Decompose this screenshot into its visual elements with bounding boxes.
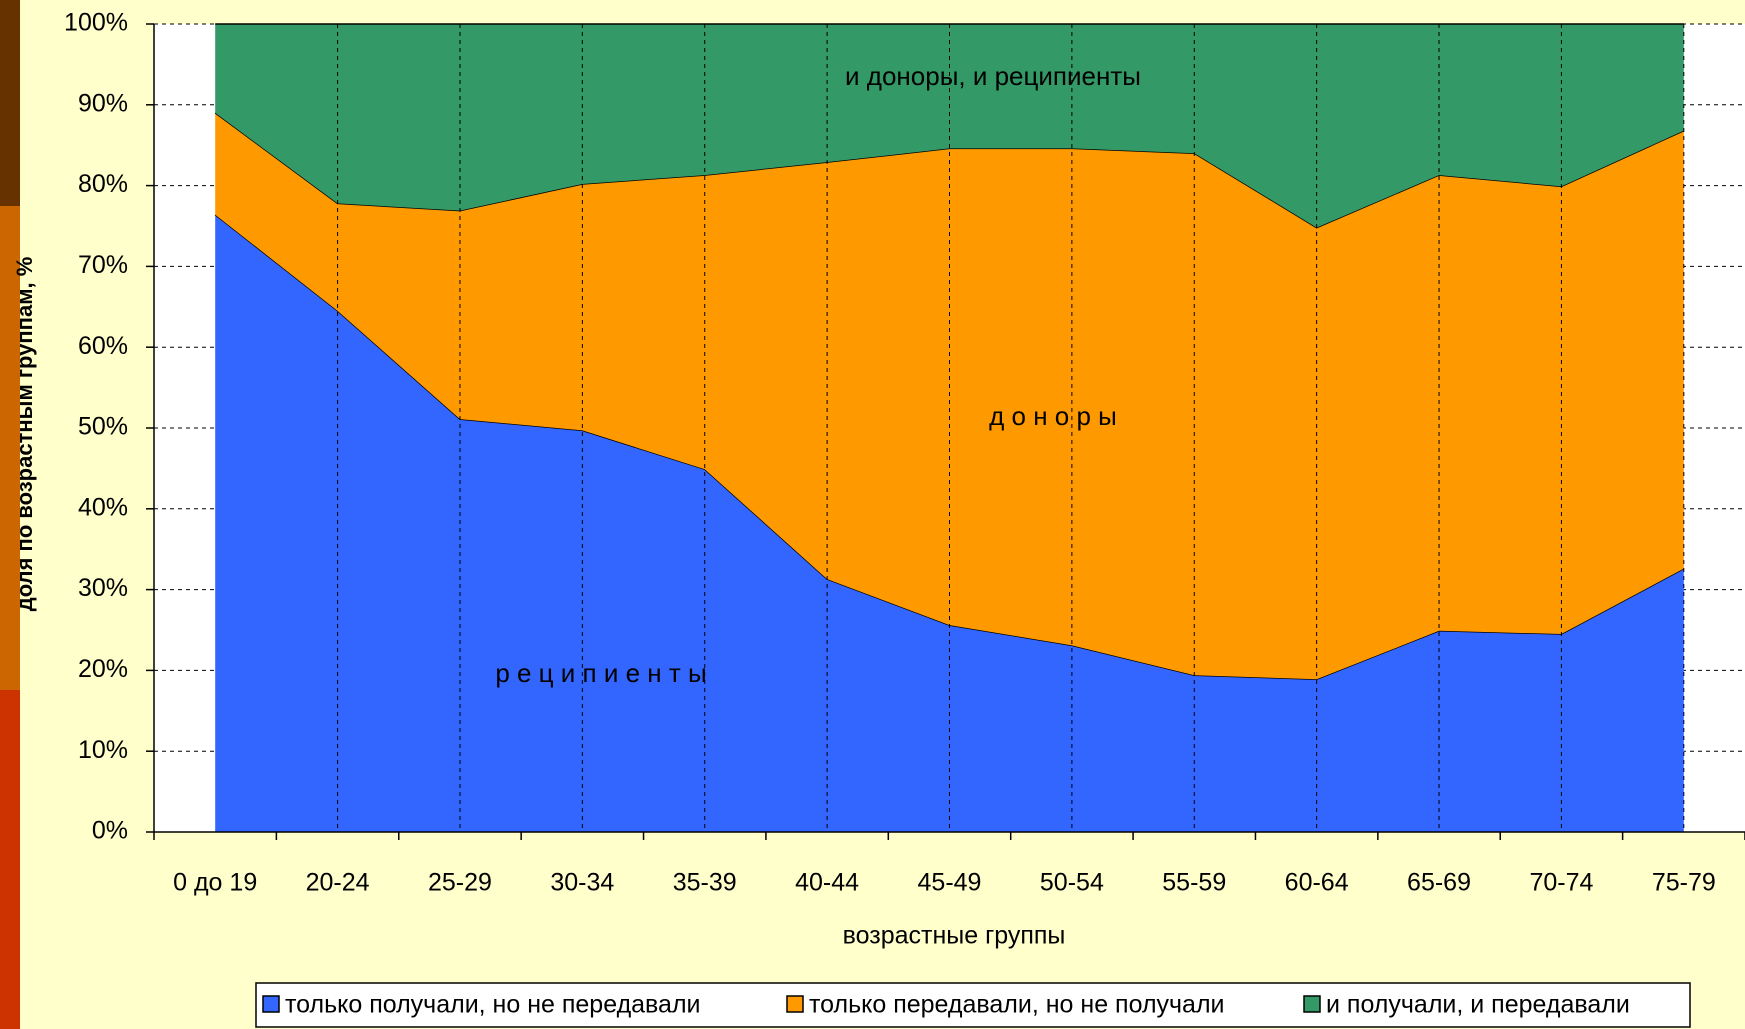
x-tick-label: 0 до 19: [173, 869, 257, 897]
legend-label: только получали, но не передавали: [285, 991, 701, 1019]
x-tick-label: 40-44: [795, 869, 859, 897]
y-tick-label: 50%: [78, 413, 128, 441]
x-tick-label: 20-24: [306, 869, 370, 897]
annotation: р е ц и п и е н т ы: [495, 658, 706, 688]
x-tick-label: 35-39: [673, 869, 737, 897]
strip-top: [0, 0, 20, 206]
y-tick-label: 100%: [64, 9, 128, 37]
y-tick-label: 40%: [78, 493, 128, 521]
x-tick-label: 45-49: [918, 869, 982, 897]
strip-bottom: [0, 690, 20, 1029]
y-tick-label: 80%: [78, 170, 128, 198]
annotation: и доноры, и реципиенты: [845, 61, 1141, 91]
legend-label: и получали, и передавали: [1326, 991, 1630, 1019]
x-tick-label: 70-74: [1529, 869, 1593, 897]
y-tick-label: 20%: [78, 655, 128, 683]
x-tick-label: 30-34: [550, 869, 614, 897]
x-tick-label: 75-79: [1652, 869, 1716, 897]
x-tick-label: 55-59: [1162, 869, 1226, 897]
y-tick-label: 90%: [78, 89, 128, 117]
x-tick-label: 50-54: [1040, 869, 1104, 897]
area: [215, 214, 1684, 833]
x-tick-label: 60-64: [1285, 869, 1349, 897]
strip-middle: [0, 206, 20, 690]
y-tick-label: 60%: [78, 332, 128, 360]
legend-swatch: [786, 995, 804, 1013]
legend-box: [255, 982, 1691, 1028]
x-tick-label: 25-29: [428, 869, 492, 897]
y-tick-label: 70%: [78, 251, 128, 279]
y-axis-label: доля по возрастным группам, %: [12, 257, 37, 612]
y-tick-label: 0%: [92, 817, 128, 845]
annotation: д о н о р ы: [989, 401, 1117, 431]
x-axis-label: возрастные группы: [843, 922, 1066, 950]
x-tick-label: 65-69: [1407, 869, 1471, 897]
legend-label: только передавали, но не получали: [809, 991, 1225, 1019]
y-tick-label: 30%: [78, 574, 128, 602]
legend-swatch: [1303, 995, 1321, 1013]
legend-swatch: [262, 995, 280, 1013]
y-tick-label: 10%: [78, 736, 128, 764]
